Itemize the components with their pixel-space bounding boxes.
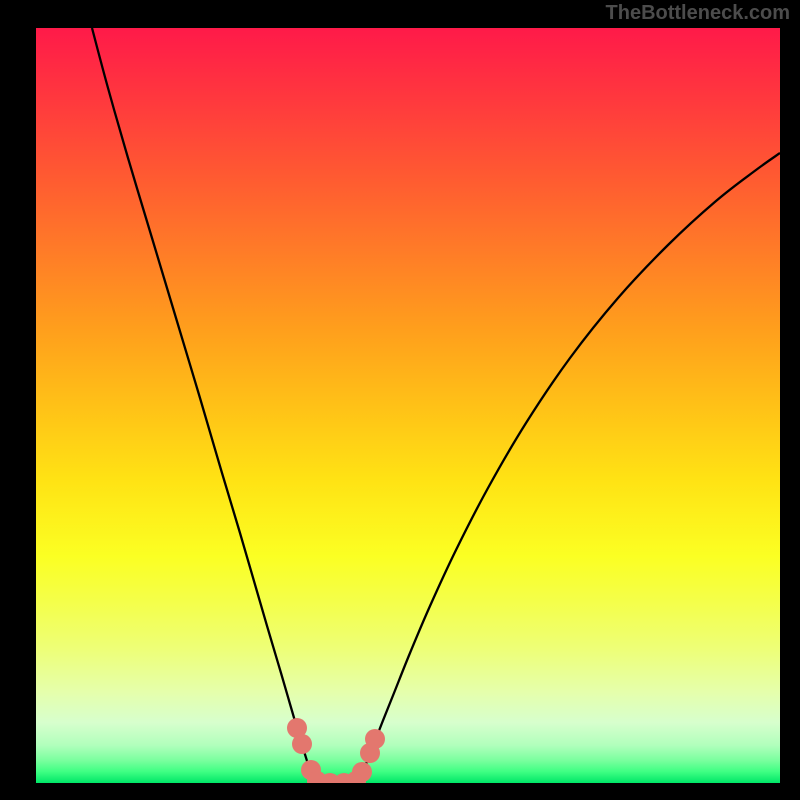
data-marker [365,729,385,749]
bottleneck-curve [36,28,780,783]
curve-markers [287,718,385,783]
watermark-text: TheBottleneck.com [606,2,790,25]
plot-area [36,28,780,783]
data-marker [292,734,312,754]
curve-right-branch [354,153,780,783]
data-marker [352,762,372,782]
curve-left-branch [92,28,318,783]
